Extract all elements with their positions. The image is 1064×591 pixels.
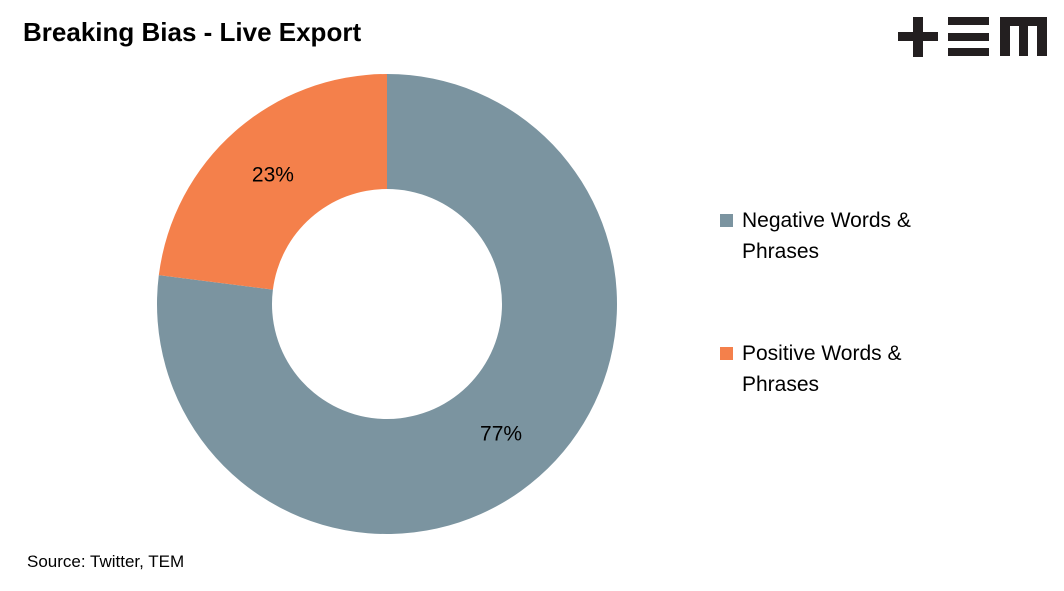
legend-label-negative: Negative Words & Phrases bbox=[742, 209, 911, 263]
data-label-negative: 77% bbox=[480, 422, 522, 445]
tem-logo bbox=[898, 17, 1047, 57]
legend-item-negative: Negative Words & Phrases bbox=[720, 205, 952, 267]
donut-slice-negative bbox=[156, 74, 618, 534]
legend-swatch-positive bbox=[720, 347, 733, 360]
donut-slice-positive bbox=[158, 74, 387, 290]
data-label-positive: 23% bbox=[252, 164, 294, 187]
legend-swatch-negative bbox=[720, 214, 733, 227]
source-note: Source: Twitter, TEM bbox=[27, 552, 185, 571]
chart-title: Breaking Bias - Live Export bbox=[23, 17, 362, 47]
legend-label-positive: Positive Words & Phrases bbox=[742, 342, 902, 396]
legend-item-positive: Positive Words & Phrases bbox=[720, 338, 952, 400]
